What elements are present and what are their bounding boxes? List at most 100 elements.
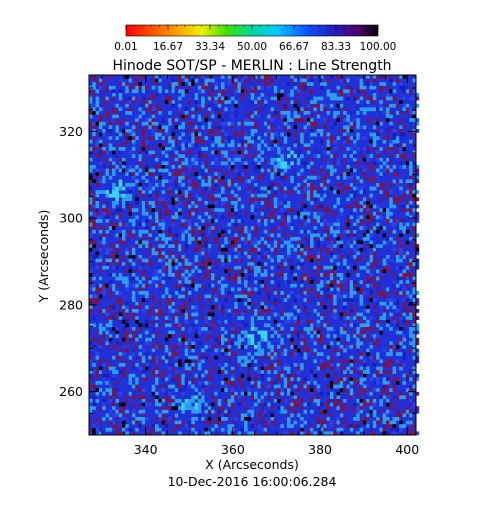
heatmap-cell — [399, 247, 403, 252]
heatmap-cell — [102, 262, 106, 266]
heatmap-cell — [188, 291, 192, 295]
heatmap-cell — [184, 107, 189, 112]
heatmap-cell — [369, 165, 373, 169]
heatmap-cell — [131, 89, 136, 94]
heatmap-cell — [287, 258, 291, 263]
heatmap-cell — [174, 201, 179, 205]
heatmap-cell — [164, 186, 169, 191]
heatmap-cell — [303, 294, 307, 299]
heatmap-cell — [273, 381, 278, 385]
heatmap-cell — [376, 229, 380, 234]
heatmap-cell — [412, 280, 416, 284]
heatmap-cell — [131, 377, 136, 382]
heatmap-cell — [263, 355, 268, 360]
heatmap-cell — [415, 262, 420, 266]
heatmap-cell — [306, 111, 311, 115]
heatmap-cell — [221, 291, 225, 295]
heatmap-cell — [204, 237, 208, 241]
heatmap-cell — [174, 244, 179, 248]
heatmap-cell — [138, 381, 142, 385]
heatmap-cell — [191, 93, 195, 97]
heatmap-cell — [359, 82, 364, 86]
heatmap-cell — [329, 399, 334, 403]
heatmap-cell — [128, 276, 133, 281]
heatmap-cell — [138, 323, 142, 328]
heatmap-cell — [178, 276, 182, 281]
heatmap-cell — [254, 352, 258, 356]
heatmap-cell — [326, 334, 331, 338]
heatmap-cell — [386, 136, 390, 140]
heatmap-cell — [333, 334, 337, 338]
heatmap-cell — [323, 93, 327, 97]
heatmap-cell — [214, 132, 218, 137]
heatmap-cell — [188, 345, 192, 349]
heatmap-cell — [316, 334, 321, 338]
heatmap-cell — [386, 323, 390, 328]
heatmap-cell — [267, 190, 271, 194]
heatmap-cell — [254, 247, 258, 252]
heatmap-cell — [260, 175, 265, 180]
heatmap-cell — [171, 406, 175, 410]
heatmap-cell — [353, 161, 357, 166]
heatmap-cell — [389, 139, 393, 144]
heatmap-cell — [244, 391, 248, 396]
heatmap-cell — [310, 359, 314, 364]
heatmap-cell — [336, 132, 340, 137]
heatmap-cell — [230, 366, 235, 371]
heatmap-cell — [366, 402, 370, 407]
heatmap-cell — [131, 139, 136, 144]
heatmap-cell — [277, 359, 281, 364]
heatmap-cell — [115, 247, 119, 252]
heatmap-cell — [145, 89, 149, 94]
heatmap-cell — [135, 96, 139, 101]
heatmap-cell — [122, 255, 126, 259]
heatmap-cell — [131, 337, 136, 342]
heatmap-cell — [197, 201, 202, 205]
heatmap-cell — [217, 93, 222, 97]
colorbar-tick-label: 100.00 — [360, 41, 397, 53]
heatmap-cell — [95, 265, 100, 270]
heatmap-cell — [135, 283, 139, 288]
heatmap-cell — [188, 355, 192, 360]
heatmap-cell — [168, 237, 172, 241]
heatmap-cell — [333, 291, 337, 295]
heatmap-cell — [399, 226, 403, 230]
heatmap-cell — [399, 251, 403, 256]
heatmap-cell — [290, 406, 294, 410]
heatmap-cell — [343, 366, 347, 371]
heatmap-cell — [300, 208, 304, 212]
heatmap-cell — [108, 305, 113, 310]
heatmap-cell — [277, 399, 281, 403]
heatmap-cell — [204, 211, 208, 216]
heatmap-cell — [260, 262, 265, 266]
heatmap-cell — [161, 255, 166, 259]
heatmap-cell — [293, 316, 298, 320]
heatmap-cell — [339, 413, 344, 418]
heatmap-cell — [339, 103, 344, 108]
heatmap-cell — [372, 107, 377, 112]
heatmap-cell — [125, 337, 129, 342]
heatmap-cell — [240, 269, 245, 274]
heatmap-cell — [303, 229, 307, 234]
heatmap-cell — [105, 341, 109, 346]
heatmap-cell — [98, 85, 103, 90]
heatmap-cell — [148, 265, 152, 270]
heatmap-cell — [369, 341, 373, 346]
heatmap-cell — [273, 244, 278, 248]
heatmap-cell — [148, 255, 152, 259]
heatmap-cell — [320, 165, 324, 169]
heatmap-cell — [230, 399, 235, 403]
heatmap-cell — [141, 143, 146, 148]
heatmap-cell — [386, 103, 390, 108]
heatmap-cell — [320, 183, 324, 187]
heatmap-cell — [131, 402, 136, 407]
heatmap-cell — [263, 240, 268, 245]
heatmap-cell — [389, 377, 393, 382]
heatmap-cell — [402, 229, 406, 234]
heatmap-cell — [92, 402, 96, 407]
heatmap-cell — [359, 287, 364, 292]
heatmap-cell — [283, 280, 288, 284]
heatmap-cell — [323, 323, 327, 328]
heatmap-cell — [141, 175, 146, 180]
heatmap-cell — [105, 345, 109, 349]
